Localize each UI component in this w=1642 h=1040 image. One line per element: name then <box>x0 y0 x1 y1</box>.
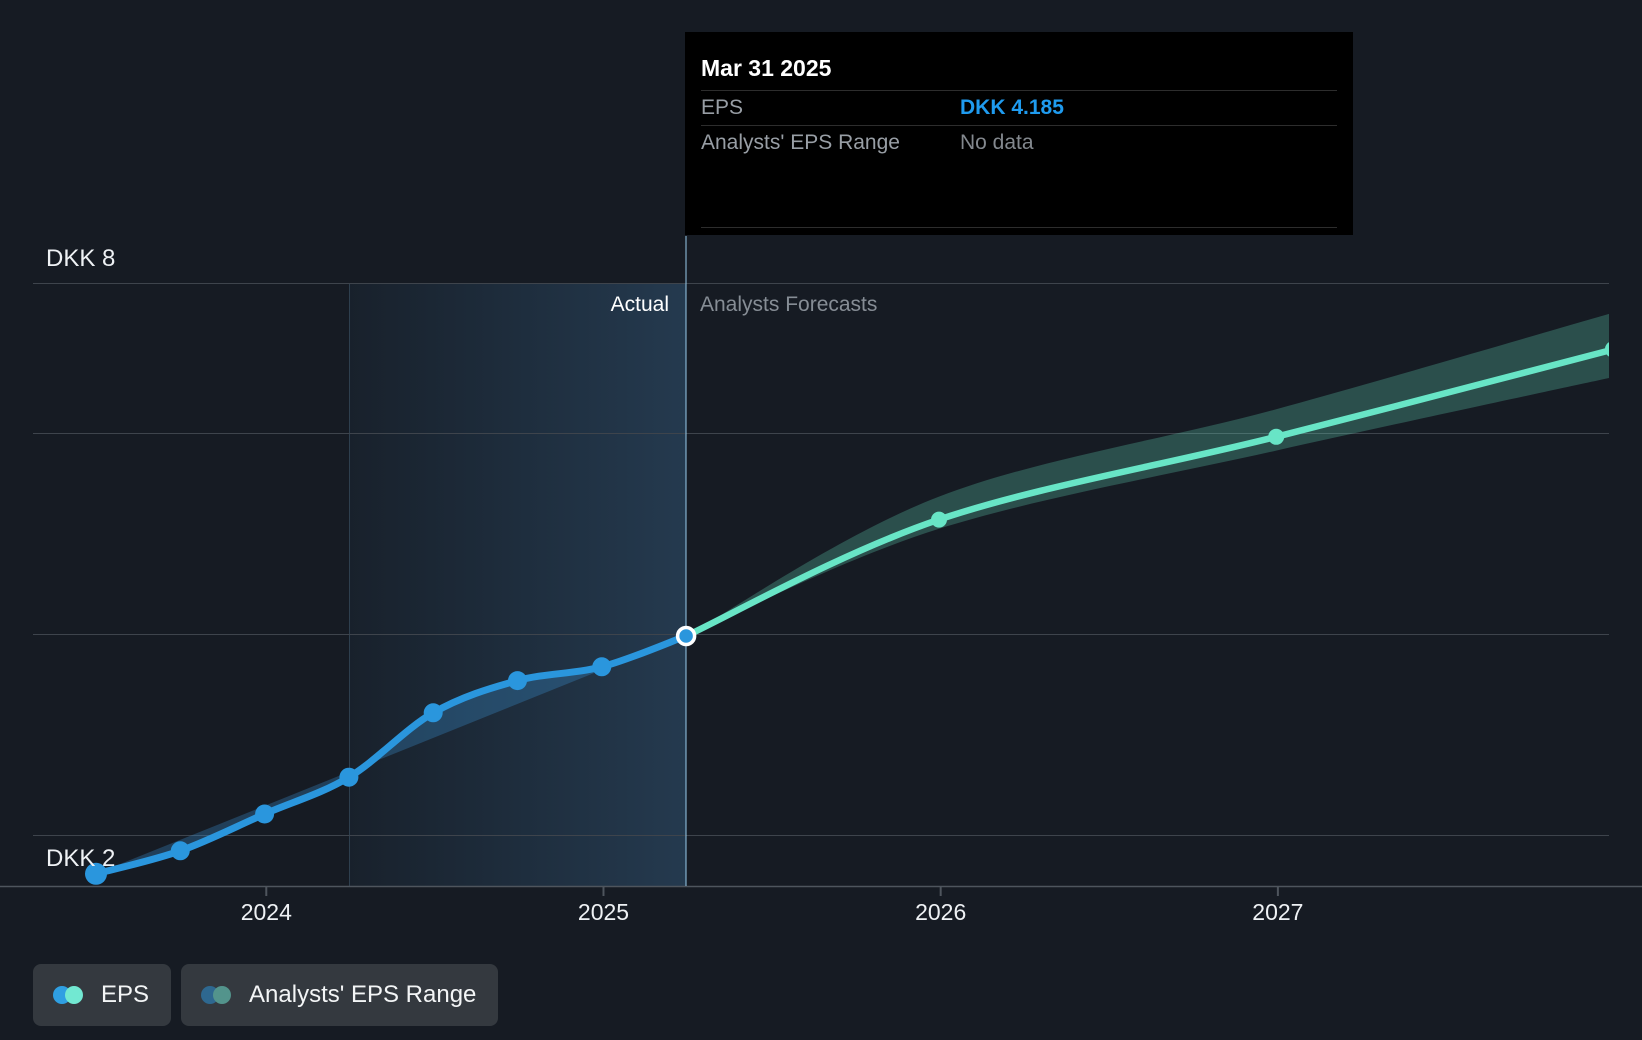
forecast-group <box>682 313 1622 640</box>
chart-tooltip: Mar 31 2025 EPS DKK 4.185 Analysts' EPS … <box>685 32 1353 235</box>
range-legend-icon <box>201 985 232 1005</box>
eps-point[interactable] <box>423 703 443 723</box>
eps-point[interactable] <box>85 862 107 885</box>
eps-line <box>92 632 690 878</box>
y-axis-label-top: DKK 8 <box>46 245 116 272</box>
forecast-point[interactable] <box>931 511 947 528</box>
x-axis-year-label: 2024 <box>240 899 292 925</box>
tooltip-eps-value: DKK 4.185 <box>960 96 1064 119</box>
eps-point[interactable] <box>339 767 359 787</box>
x-axis-year-label: 2025 <box>577 899 630 925</box>
range-legend-teal-dot-icon <box>213 986 232 1004</box>
eps-range-band-actual <box>96 635 687 874</box>
tooltip-range-value: No data <box>960 131 1034 154</box>
tooltip-range-label: Analysts' EPS Range <box>701 131 900 154</box>
x-axis-year-label: 2027 <box>1252 899 1304 925</box>
forecasts-label: Analysts Forecasts <box>700 293 878 316</box>
legend-item-label: EPS <box>101 981 150 1008</box>
current-point[interactable] <box>675 625 697 647</box>
x-axis-year-label: 2026 <box>915 899 967 925</box>
tooltip-row-eps: EPS DKK 4.185 <box>701 91 1337 126</box>
forecast-point[interactable] <box>1268 428 1285 445</box>
tooltip-eps-label: EPS <box>701 96 744 119</box>
eps-point[interactable] <box>255 804 275 824</box>
legend: EPS Analysts' EPS Range <box>33 964 499 1026</box>
actual-highlight-band <box>349 283 686 886</box>
forecast-point[interactable] <box>1604 341 1622 358</box>
y-axis-label-bottom: DKK 2 <box>46 845 116 872</box>
tooltip-spacer <box>701 160 1337 227</box>
legend-item-analysts-range[interactable]: Analysts' EPS Range <box>181 964 499 1026</box>
legend-item-label: Analysts' EPS Range <box>249 981 477 1008</box>
eps-point[interactable] <box>170 841 190 861</box>
tooltip-date: Mar 31 2025 <box>701 32 1337 91</box>
tooltip-row-range: Analysts' EPS Range No data <box>701 126 1337 160</box>
eps-range-band-forecast <box>686 313 1609 636</box>
eps-legend-teal-dot-icon <box>65 986 83 1004</box>
eps-legend-icon <box>53 985 84 1005</box>
actual-label: Actual <box>610 293 669 316</box>
forecast-line <box>682 347 1609 640</box>
eps-point[interactable] <box>508 671 527 691</box>
eps-point[interactable] <box>592 657 612 677</box>
tooltip-bottom-divider <box>701 227 1337 244</box>
legend-item-eps[interactable]: EPS <box>33 964 172 1026</box>
